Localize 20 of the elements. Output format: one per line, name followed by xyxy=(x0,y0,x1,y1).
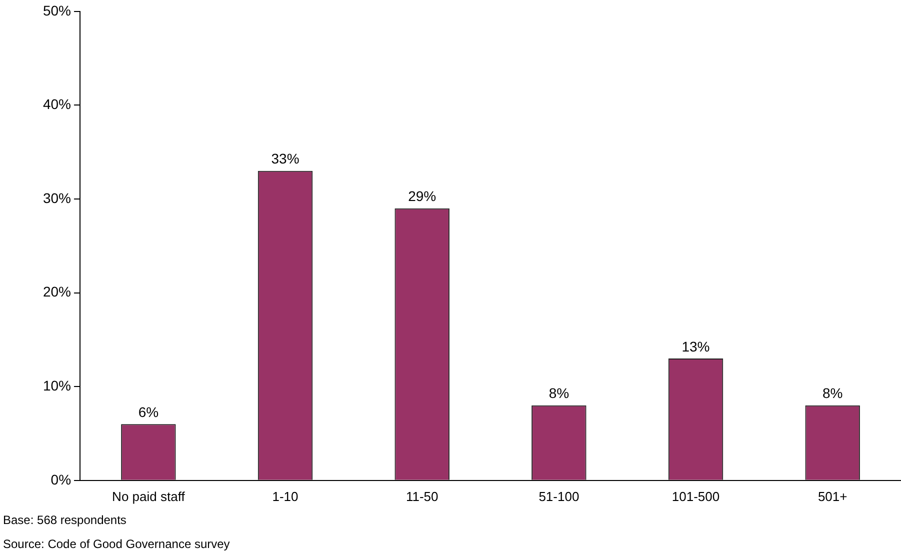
y-tick-label: 30% xyxy=(42,190,72,206)
x-tick-label: 51-100 xyxy=(538,488,580,504)
data-label: 33% xyxy=(271,150,300,167)
data-label: 13% xyxy=(682,338,710,354)
x-tick-label: 11-50 xyxy=(406,488,438,504)
y-tick-label: 0% xyxy=(50,471,72,488)
data-label: 29% xyxy=(408,188,436,204)
data-label: 8% xyxy=(822,385,843,402)
data-label: 6% xyxy=(138,404,159,420)
x-tick-label: No paid staff xyxy=(112,488,186,504)
text: Base: 568 respondents xyxy=(3,512,128,529)
source-note: Source: Code of Good Governance survey xyxy=(3,536,231,553)
data-label: 8% xyxy=(548,385,570,402)
y-tick-label: 20% xyxy=(42,284,72,300)
x-tick-label: 1-10 xyxy=(272,488,298,504)
y-tick-label: 50% xyxy=(42,2,72,18)
x-tick-label: 501+ xyxy=(818,488,848,504)
y-tick-label: 10% xyxy=(42,377,72,394)
x-tick-label: 101-500 xyxy=(672,488,720,504)
y-tick-label: 40% xyxy=(42,96,72,112)
